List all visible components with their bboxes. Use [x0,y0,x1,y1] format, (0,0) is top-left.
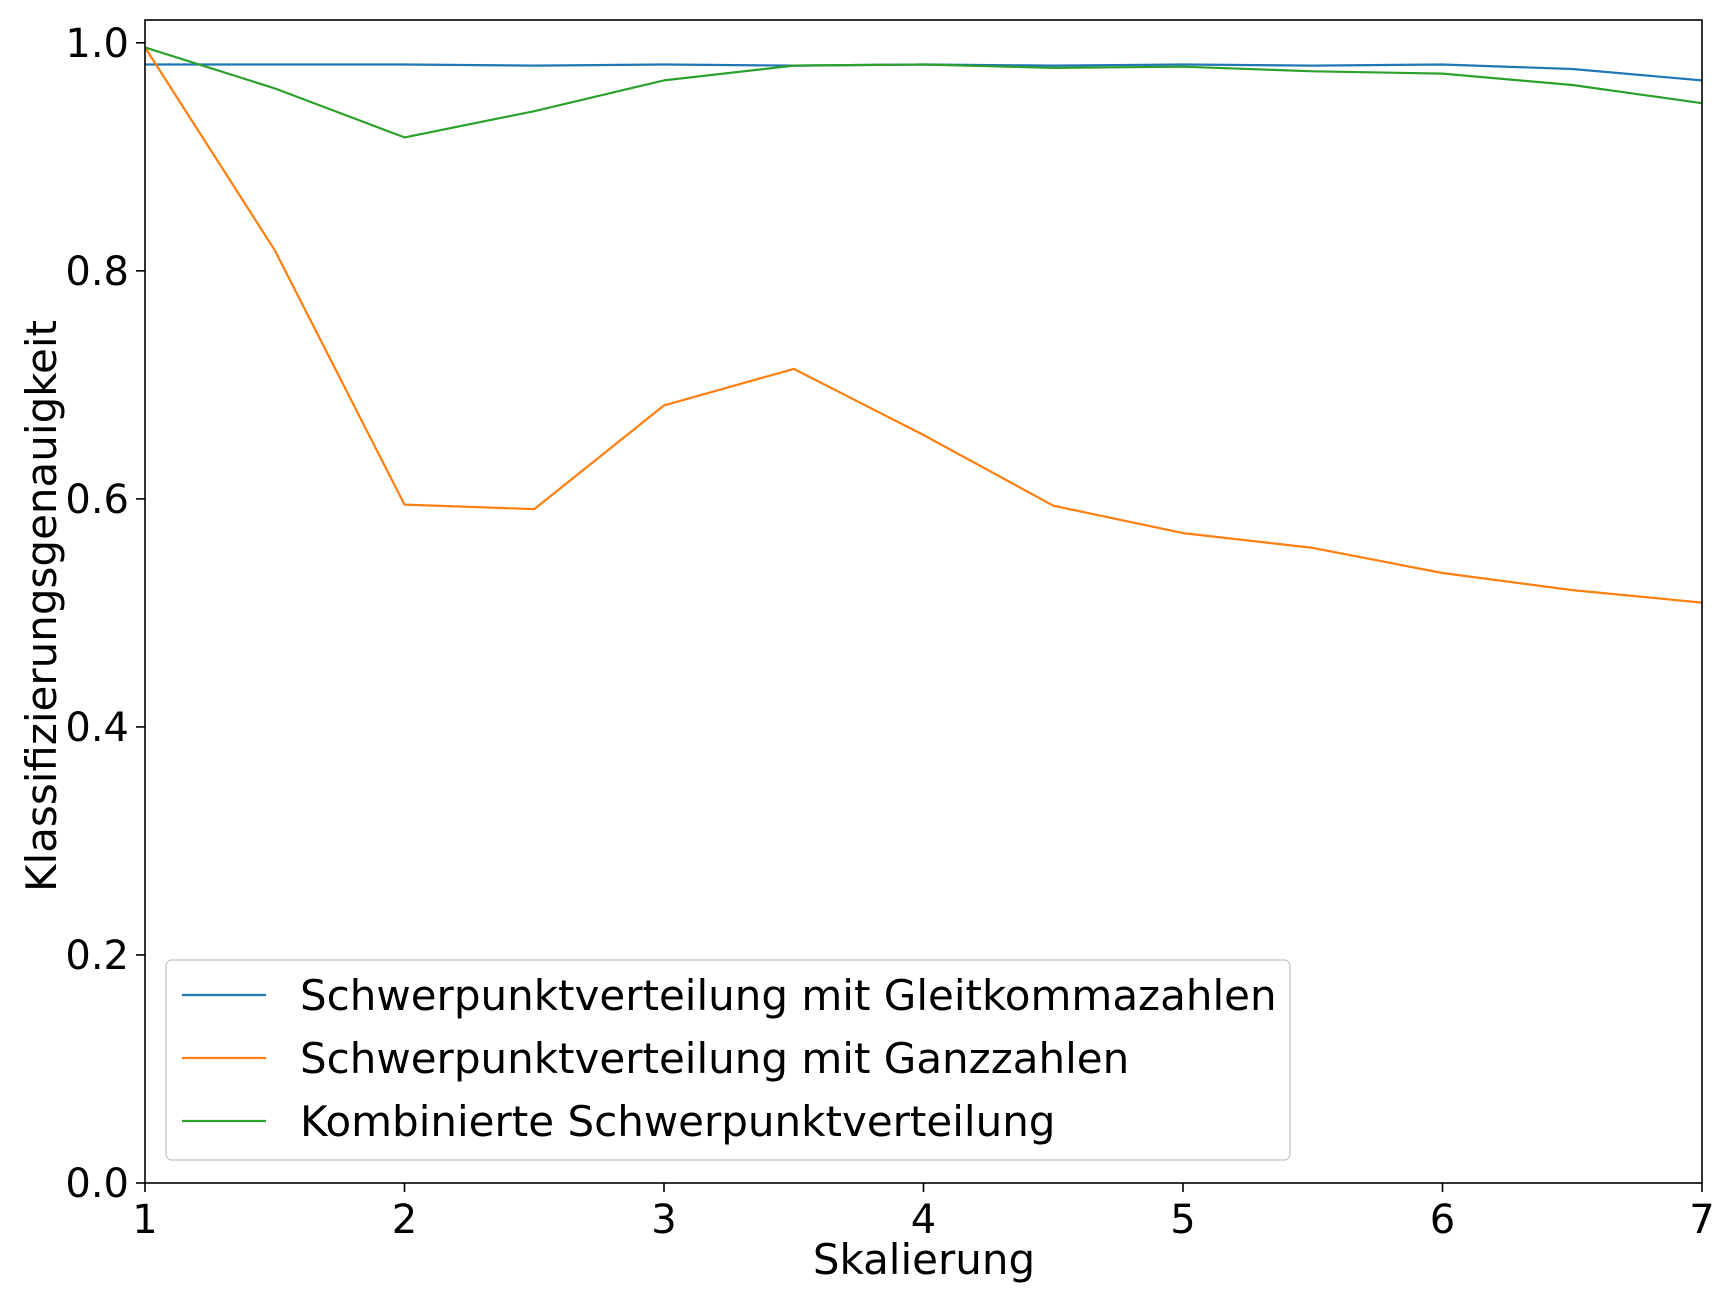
x-tick-label-2: 2 [392,1197,417,1243]
x-axis-label: Skalierung [813,1235,1035,1284]
series-layer [144,46,1703,604]
legend: Schwerpunktverteilung mit Gleitkommazahl… [165,959,1291,1161]
y-axis: 0.0 0.2 0.4 0.6 0.8 1.0 [65,21,145,1207]
x-tick-label-1: 1 [132,1197,157,1243]
x-tick-label-6: 6 [1430,1197,1455,1243]
y-tick-label-1.0: 1.0 [65,21,129,67]
y-tick-label-0.4: 0.4 [65,705,129,751]
x-tick-label-3: 3 [651,1197,676,1243]
y-tick-label-0.6: 0.6 [65,477,129,523]
y-tick-label-0.2: 0.2 [65,933,129,979]
x-tick-label-5: 5 [1170,1197,1195,1243]
x-tick-label-4: 4 [911,1197,936,1243]
legend-box [165,959,1291,1161]
series-line-2 [144,46,1703,604]
y-axis-label: Klassifizierungsgenauigkeit [17,320,66,892]
series-line-3 [144,46,1703,139]
x-tick-label-7: 7 [1689,1197,1714,1243]
y-tick-label-0.8: 0.8 [65,249,129,295]
legend-label-1: Schwerpunktverteilung mit Gleitkommazahl… [300,971,1277,1020]
y-tick-label-0.0: 0.0 [65,1161,129,1207]
legend-label-2: Schwerpunktverteilung mit Ganzzahlen [300,1034,1129,1083]
x-axis: 1 2 3 4 5 6 7 [132,1183,1715,1243]
legend-label-3: Kombinierte Schwerpunktverteilung [300,1097,1055,1146]
